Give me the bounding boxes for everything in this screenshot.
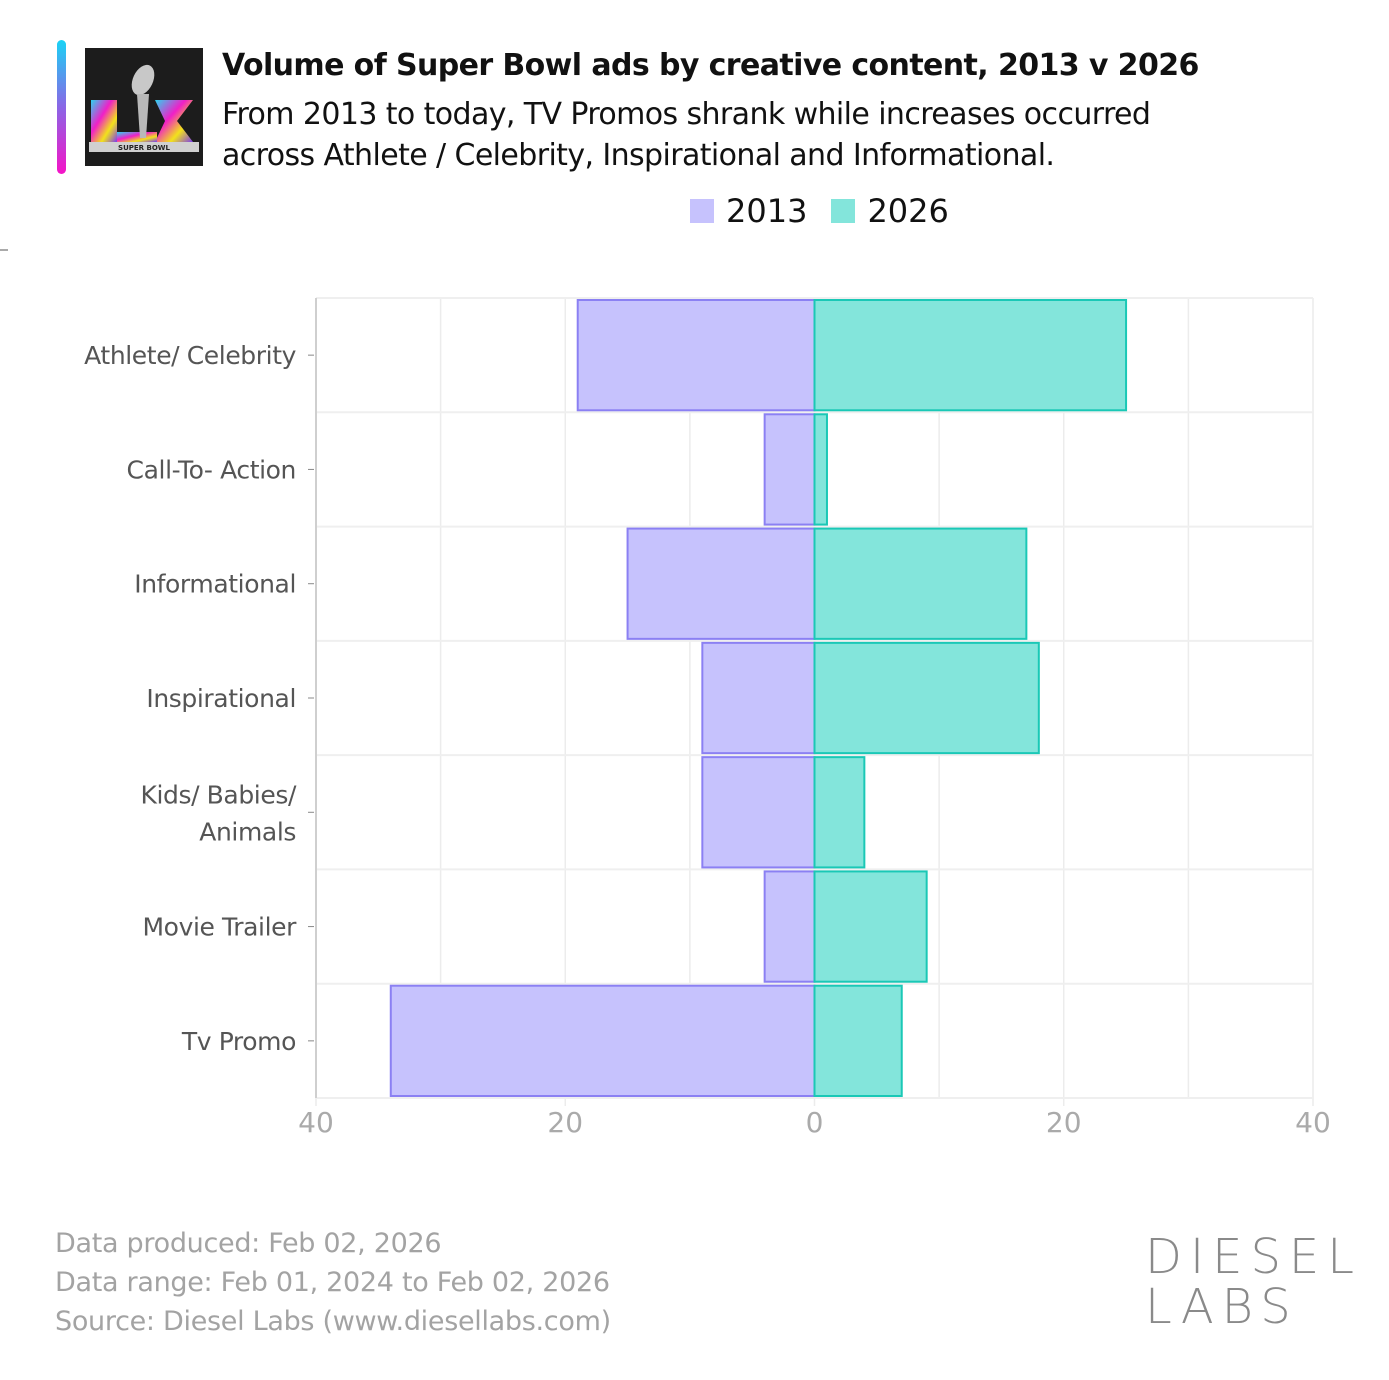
legend-label-2026: 2026 xyxy=(867,192,949,230)
y-axis-label: Movie Trailer xyxy=(143,913,298,942)
legend-swatch-2026 xyxy=(831,199,856,223)
x-axis-tick-label: 20 xyxy=(1046,1106,1082,1139)
x-axis-tick-label: 20 xyxy=(547,1106,583,1139)
footer-source: Source: Diesel Labs (www.diesellabs.com) xyxy=(55,1306,611,1337)
brand-line2: LABS xyxy=(1145,1279,1299,1335)
y-axis-label: Call-To- Action xyxy=(127,455,296,484)
y-axis-label: Informational xyxy=(134,570,296,599)
super-bowl-logo: SUPER BOWL xyxy=(85,48,203,166)
y-axis-label: Kids/ Babies/Animals xyxy=(140,780,296,846)
footer: Data produced: Feb 02, 2026 Data range: … xyxy=(55,1224,611,1341)
footer-produced: Data produced: Feb 02, 2026 xyxy=(55,1228,442,1259)
brand-logo: DIESEL LABS xyxy=(1145,1232,1362,1332)
y-axis-label-line: Animals xyxy=(199,817,296,846)
decorative-dash xyxy=(0,249,8,251)
bars xyxy=(389,299,1128,1098)
bar-2013-2 xyxy=(626,527,816,640)
bar-2013-4 xyxy=(701,756,816,869)
y-axis-label-line: Athlete/ Celebrity xyxy=(84,341,296,370)
legend-swatch-2013 xyxy=(690,199,714,223)
brand-line1: DIESEL xyxy=(1145,1229,1362,1285)
bar-2026-2 xyxy=(813,527,1028,640)
logo-text: SUPER BOWL xyxy=(118,144,170,152)
footer-range: Data range: Feb 01, 2024 to Feb 02, 2026 xyxy=(55,1267,610,1298)
y-axis-label-line: Movie Trailer xyxy=(143,913,298,942)
bar-2026-1 xyxy=(813,413,828,526)
x-axis-tick-label: 40 xyxy=(1295,1106,1331,1139)
chart-title: Volume of Super Bowl ads by creative con… xyxy=(222,48,1199,83)
bar-2013-5 xyxy=(763,870,816,983)
legend-item-2026[interactable]: 2026 xyxy=(831,192,949,230)
bar-2026-0 xyxy=(813,299,1128,412)
y-axis-labels: Athlete/ Celebrity Call-To- Action Informa… xyxy=(84,341,314,1056)
y-axis-label: Inspirational xyxy=(146,684,296,713)
x-axis-labels: 40 20 0 20 40 xyxy=(298,1106,1331,1139)
y-axis-label-line: Call-To- Action xyxy=(127,455,296,484)
bar-2013-0 xyxy=(576,299,816,412)
y-axis-label-line: Kids/ Babies/ xyxy=(140,780,296,809)
x-axis-tick-label: 40 xyxy=(298,1106,334,1139)
bar-2026-3 xyxy=(813,641,1040,755)
y-axis-label: Athlete/ Celebrity xyxy=(84,341,296,370)
y-axis-label-line: Informational xyxy=(134,570,296,599)
y-axis-label-line: Tv Promo xyxy=(181,1027,296,1056)
bar-2026-5 xyxy=(813,870,928,983)
bar-2026-6 xyxy=(813,984,903,1098)
legend-label-2013: 2013 xyxy=(726,192,808,230)
legend: 2013 2026 xyxy=(690,192,973,230)
bar-2013-1 xyxy=(763,413,816,526)
bar-2013-6 xyxy=(389,984,816,1098)
chart-subtitle: From 2013 to today, TV Promos shrank whi… xyxy=(222,97,1151,173)
bar-2013-3 xyxy=(701,641,816,755)
legend-item-2013[interactable]: 2013 xyxy=(690,192,807,230)
y-axis-label-line: Inspirational xyxy=(146,684,296,713)
y-axis-label: Tv Promo xyxy=(181,1027,296,1056)
x-axis-tick-label: 0 xyxy=(806,1106,824,1139)
bar-2026-4 xyxy=(813,756,866,869)
accent-bar xyxy=(57,40,66,174)
